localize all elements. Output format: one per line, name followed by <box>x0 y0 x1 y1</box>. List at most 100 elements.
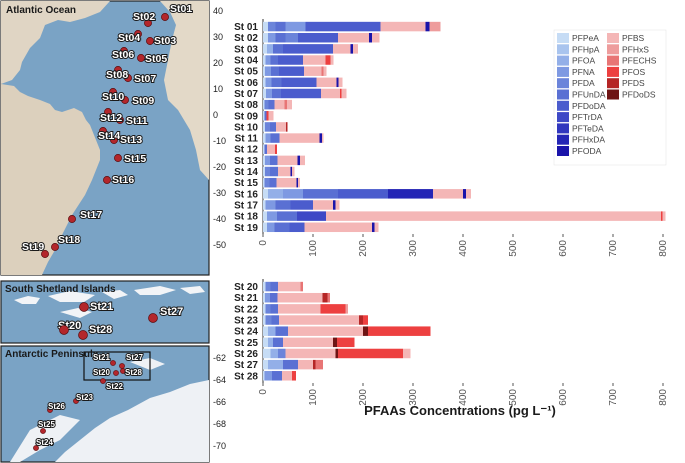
station-label: St22 <box>106 382 123 391</box>
station-marker <box>47 407 53 413</box>
bar-segment <box>263 44 267 54</box>
category-label: St 28 <box>234 371 258 382</box>
legend-swatch <box>557 89 569 100</box>
bar-segment <box>372 222 375 233</box>
bar-segment <box>268 21 276 32</box>
category-label: St 25 <box>234 338 258 349</box>
station-marker <box>104 108 112 116</box>
bar-segment <box>333 44 351 54</box>
station-label: St05 <box>145 53 167 65</box>
bar-segment <box>285 32 298 43</box>
bar-segment <box>263 77 266 88</box>
station-label: St27 <box>126 353 143 362</box>
bar-segment <box>374 222 379 233</box>
atlantic-lat-label: 30 <box>213 32 223 42</box>
x-tick-label: 800 <box>658 389 669 406</box>
station-marker <box>41 250 49 258</box>
x-tick-label: 100 <box>308 240 319 257</box>
legend-label: PFUnDA <box>572 90 606 100</box>
station-marker <box>51 243 59 251</box>
legend-label: PFTeDA <box>572 123 604 133</box>
category-label: St 03 <box>234 44 258 55</box>
bar-segment <box>263 88 266 99</box>
bar-segment <box>271 77 282 88</box>
category-label: St 07 <box>234 89 258 100</box>
bar-segment <box>304 66 322 76</box>
bar-segment <box>321 88 340 99</box>
x-tick-label: 400 <box>458 389 469 406</box>
bar-segment <box>263 337 268 348</box>
bar-segment <box>322 292 328 303</box>
atlantic-lat-label: -40 <box>213 214 226 224</box>
bar-segment <box>278 166 291 177</box>
bar-segment <box>268 337 273 348</box>
bar-segment <box>284 99 287 110</box>
bar-segment <box>263 281 266 292</box>
x-tick-label: 300 <box>408 240 419 257</box>
station-marker <box>110 360 116 366</box>
bar-segment <box>275 200 291 210</box>
station-marker <box>68 215 76 223</box>
bar-segment <box>268 99 275 110</box>
bar-segment <box>380 21 426 32</box>
bar-segment <box>267 211 277 221</box>
category-label: St 24 <box>234 327 258 338</box>
bar-segment <box>303 189 338 199</box>
bar-segment <box>264 371 272 381</box>
peninsula-lat-label: -70 <box>213 441 226 451</box>
bar-segment <box>263 99 265 110</box>
bar-segment <box>282 371 292 381</box>
category-label: St 10 <box>234 122 258 133</box>
station-label: St18 <box>58 234 80 246</box>
bar-segment <box>338 189 388 199</box>
peninsula-map: Antarctic Peninsula -62 -64 -66 -68 -70 St21… <box>0 345 226 463</box>
station-label: St28 <box>89 324 112 336</box>
legend-label: PFHxS <box>622 44 649 54</box>
peninsula-lat-label: -62 <box>213 353 226 363</box>
x-tick-label: 700 <box>608 240 619 257</box>
legend-swatch <box>557 100 569 111</box>
station-label: St23 <box>76 393 93 402</box>
bar-segment <box>279 315 359 325</box>
station-label: St17 <box>80 209 102 221</box>
legend-swatch <box>557 44 569 55</box>
atlantic-lat-label: 40 <box>213 6 223 16</box>
station-marker <box>110 136 118 144</box>
station-label: St09 <box>132 95 154 107</box>
atlantic-title: Atlantic Ocean <box>6 5 76 16</box>
bar-segment <box>403 348 411 359</box>
bar-segment <box>429 21 441 32</box>
category-label: St 13 <box>234 156 258 167</box>
bar-segment <box>263 21 268 32</box>
station-marker <box>99 127 107 135</box>
bar-segment <box>263 177 265 188</box>
legend-swatch <box>557 112 569 123</box>
station-label: St12 <box>100 112 122 124</box>
atlantic-lat-label: 0 <box>213 110 218 120</box>
legend-swatch <box>557 33 569 43</box>
bar-segment <box>287 99 292 110</box>
bar-segment <box>278 281 301 292</box>
bar-segment <box>290 166 292 177</box>
x-tick-label: 600 <box>558 240 569 257</box>
bar-segment <box>279 66 304 76</box>
bar-segment <box>263 315 266 325</box>
bar-segment <box>263 55 266 65</box>
station-marker <box>124 74 132 82</box>
bar-segment <box>296 177 298 188</box>
x-tick-label: 300 <box>408 389 419 406</box>
bar-segment <box>273 44 283 54</box>
bar-segment <box>265 133 271 143</box>
bar-segment <box>300 281 303 292</box>
bar-segment <box>265 155 270 166</box>
bar-segment <box>335 200 340 210</box>
station-marker <box>114 66 122 74</box>
station-marker <box>137 54 145 62</box>
legend-swatch <box>557 55 569 66</box>
category-label: St 22 <box>234 304 258 315</box>
bar-segment <box>265 315 272 325</box>
x-axis-label: PFAAs Concentrations (pg L⁻¹) <box>364 403 556 418</box>
bar-segment <box>263 111 265 121</box>
bar-segment <box>278 348 286 359</box>
